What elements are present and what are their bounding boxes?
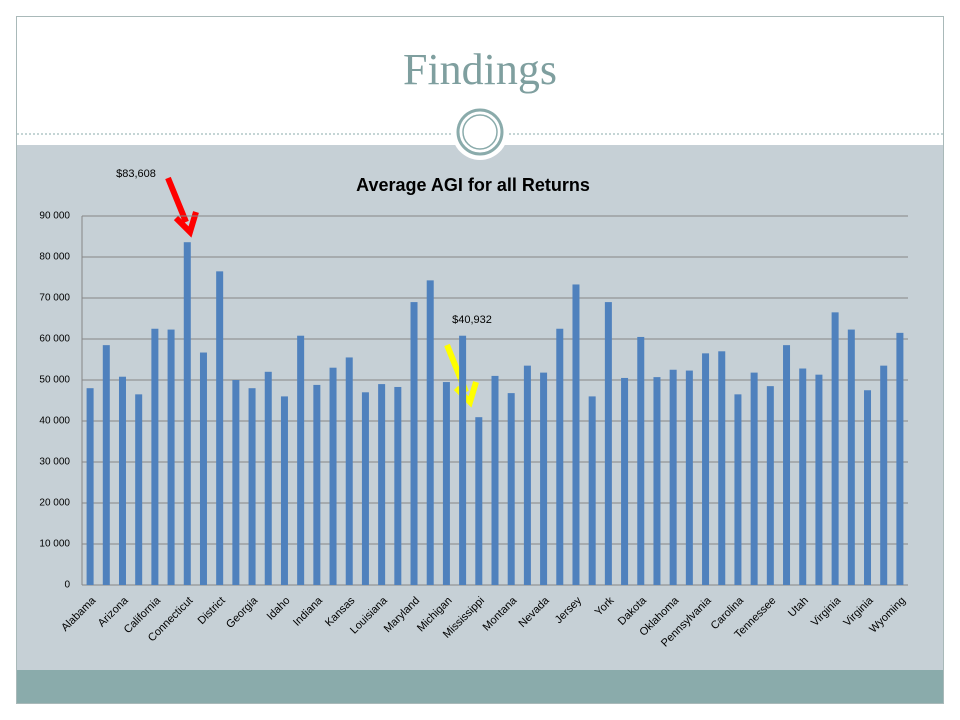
slide-title: Findings	[403, 45, 557, 94]
bar	[151, 328, 159, 585]
bar	[750, 372, 758, 585]
bar	[86, 388, 94, 585]
bar	[653, 377, 661, 585]
bar	[459, 335, 467, 585]
bar	[669, 369, 677, 585]
y-tick-label: 30 000	[39, 457, 70, 468]
bar	[588, 396, 596, 585]
bar	[783, 345, 791, 585]
bar	[864, 390, 872, 585]
y-tick-label: 10 000	[39, 539, 70, 550]
bar	[556, 328, 564, 585]
bar	[361, 392, 369, 585]
bar	[475, 417, 483, 585]
y-tick-label: 60 000	[39, 334, 70, 345]
bar	[135, 394, 143, 585]
bar	[621, 377, 629, 585]
bar	[896, 332, 904, 585]
annotation: $40,932	[452, 314, 492, 326]
annotation: $83,608	[116, 168, 156, 180]
bar	[426, 280, 434, 585]
bar	[264, 371, 272, 585]
bar	[442, 382, 450, 585]
y-tick-label: 50 000	[39, 375, 70, 386]
bar	[329, 367, 337, 585]
bar	[410, 302, 418, 585]
bar	[232, 380, 240, 585]
ornament-ring	[456, 108, 504, 156]
bar	[523, 365, 531, 585]
bar	[880, 365, 888, 585]
bar	[118, 376, 126, 585]
bar	[831, 312, 839, 585]
y-tick-label: 20 000	[39, 498, 70, 509]
footer-band	[17, 670, 943, 703]
bar	[378, 384, 386, 585]
bar	[183, 242, 191, 585]
bar	[345, 357, 353, 585]
bar	[766, 386, 774, 585]
y-tick-label: 40 000	[39, 416, 70, 427]
red-arrowhead	[173, 211, 199, 238]
ornament-outer	[452, 104, 508, 160]
bar	[507, 393, 515, 585]
bar	[297, 335, 305, 585]
y-tick-label: 0	[64, 580, 70, 591]
bar	[815, 374, 823, 585]
bar	[199, 352, 207, 585]
y-tick-label: 80 000	[39, 252, 70, 263]
bar	[248, 388, 256, 585]
bar	[102, 345, 110, 585]
red-arrow	[165, 176, 189, 224]
ornament-inner	[462, 114, 498, 150]
bar	[847, 329, 855, 585]
bar	[280, 396, 288, 585]
bar	[540, 372, 548, 585]
y-tick-label: 90 000	[39, 211, 70, 222]
slide-frame	[16, 16, 944, 704]
bar	[637, 336, 645, 585]
bar	[718, 351, 726, 585]
bar	[491, 375, 499, 585]
bar	[216, 271, 224, 585]
bar	[685, 370, 693, 585]
bar	[702, 353, 710, 585]
bar	[167, 329, 175, 585]
chart-title: Average AGI for all Returns	[356, 175, 590, 195]
bar	[394, 386, 402, 585]
bar	[572, 284, 580, 585]
bar	[604, 302, 612, 585]
y-tick-label: 70 000	[39, 293, 70, 304]
bar	[799, 368, 807, 585]
bar	[734, 394, 742, 585]
bar	[313, 384, 321, 585]
